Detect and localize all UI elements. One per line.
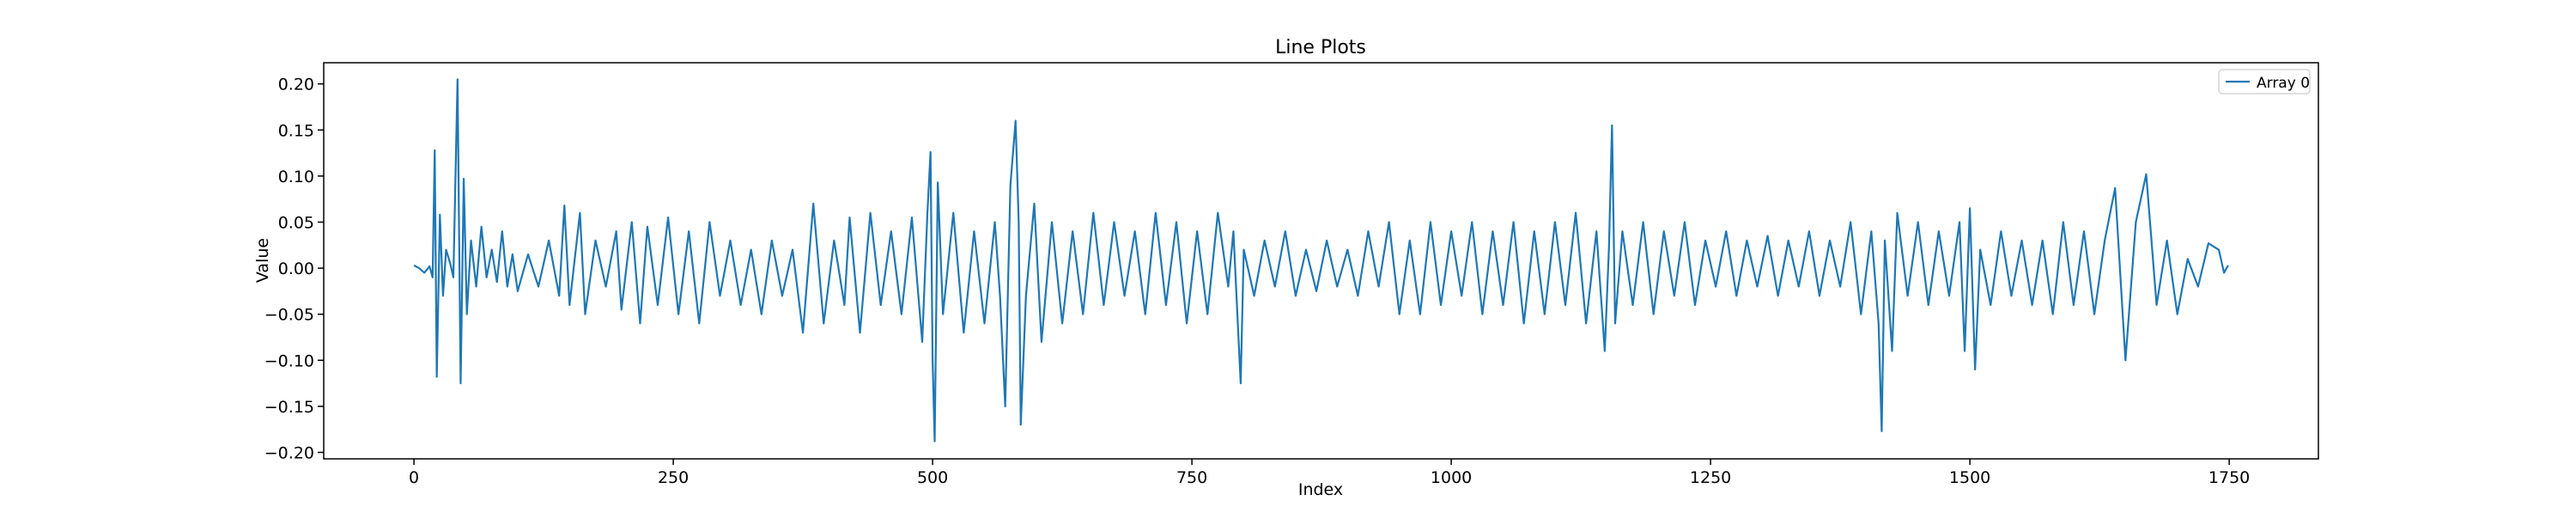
x-tick-label: 1500 [1949, 468, 1990, 487]
x-tick-label: 500 [917, 468, 948, 487]
chart-title: Line Plots [1275, 37, 1366, 58]
line-series [413, 78, 2229, 443]
y-tick-label: −0.20 [264, 443, 314, 462]
y-tick-label: 0.05 [278, 213, 314, 232]
y-tick-label: 0.15 [278, 121, 314, 140]
x-tick-label: 250 [658, 468, 689, 487]
y-axis-label: Value [253, 238, 272, 283]
y-tick-label: 0.10 [278, 168, 314, 186]
y-tick-label: −0.10 [264, 351, 314, 370]
x-axis-label: Index [1298, 480, 1343, 499]
y-tick-label: 0.20 [278, 76, 314, 95]
x-tick-label: 1750 [2208, 468, 2250, 487]
y-tick-label: −0.05 [264, 306, 314, 325]
y-tick-label: −0.15 [264, 398, 314, 417]
x-tick-label: 1250 [1690, 468, 1731, 487]
x-tick-label: 750 [1176, 468, 1207, 487]
legend-label: Array 0 [2257, 75, 2310, 92]
y-tick-label: 0.00 [278, 260, 314, 278]
plot-frame [323, 62, 2319, 460]
x-tick-label: 0 [409, 468, 419, 487]
x-tick-label: 1000 [1431, 468, 1472, 487]
legend-box [2218, 69, 2311, 95]
